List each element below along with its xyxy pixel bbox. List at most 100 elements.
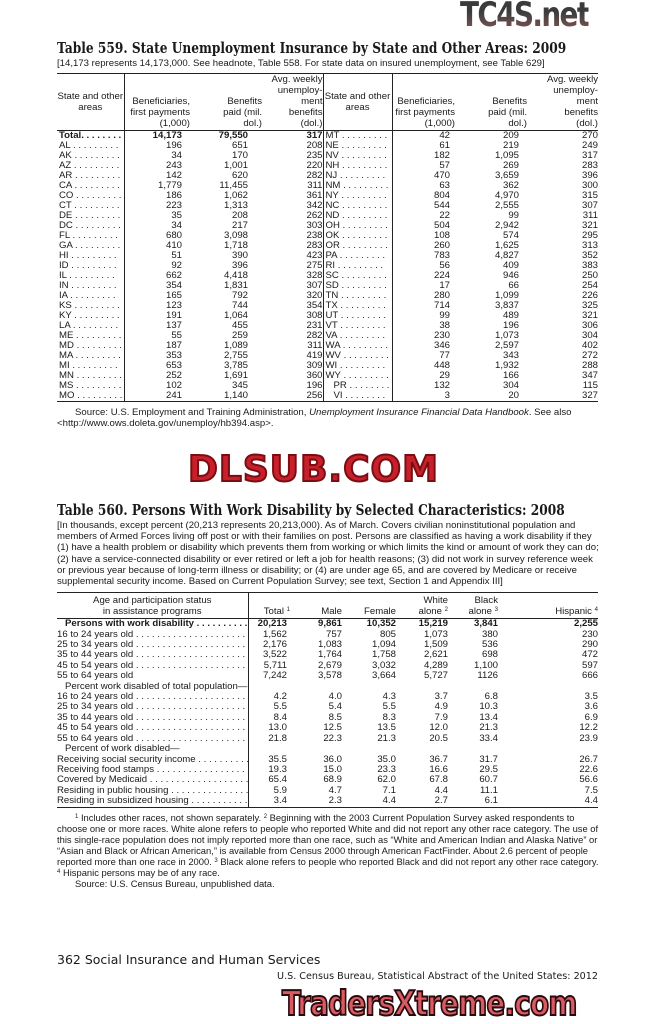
avg-weekly-cell: 352 bbox=[581, 251, 598, 262]
beneficiaries-cell: 662 bbox=[165, 271, 182, 282]
benefits-paid-cell: 620 bbox=[231, 171, 248, 182]
hispanic-cell bbox=[498, 744, 598, 754]
table-row: 55 to 64 years old . . . . . . . . . . .… bbox=[57, 733, 598, 745]
total-cell: 3.4 bbox=[273, 796, 287, 807]
beneficiaries-cell: 35 bbox=[171, 211, 182, 222]
benefits-paid-cell: 1,831 bbox=[223, 281, 248, 292]
state-cell: IN . . . . . . . . . bbox=[57, 281, 125, 292]
beneficiaries-cell: 92 bbox=[171, 261, 182, 272]
total-cell: 7,242 bbox=[262, 671, 287, 682]
header-label-line1: Age and participation status bbox=[93, 595, 212, 607]
female-cell: 805 bbox=[379, 629, 396, 640]
white-alone-cell: 15,219 bbox=[418, 618, 448, 630]
state-cell: SD . . . . . . . . . bbox=[323, 281, 393, 292]
benefits-paid-cell: 3,785 bbox=[223, 361, 248, 372]
row-label: 55 to 64 years old bbox=[57, 671, 249, 682]
black-alone-cell: 1126 bbox=[477, 671, 498, 682]
row-label: Receiving food stamps . . . . . . . . . … bbox=[57, 764, 249, 776]
female-cell: 21.3 bbox=[377, 733, 396, 744]
female-cell: 1,758 bbox=[371, 650, 396, 661]
table-row: AL . . . . . . . . . 196 651 208 NE . . . .… bbox=[57, 141, 598, 152]
avg-weekly-cell: 325 bbox=[581, 301, 598, 312]
beneficiaries-cell: 243 bbox=[165, 161, 182, 172]
state-cell: AZ . . . . . . . . . bbox=[57, 161, 125, 172]
benefits-paid-cell: 20 bbox=[508, 391, 519, 402]
benefits-paid-cell: 409 bbox=[502, 261, 519, 272]
hispanic-cell: 2,255 bbox=[573, 618, 598, 630]
state-cell: OK . . . . . . . . . bbox=[323, 231, 393, 242]
table-row: Residing in subsidized housing . . . . .… bbox=[57, 796, 598, 808]
row-label: 25 to 34 years old . . . . . . . . . . .… bbox=[57, 702, 249, 713]
table-560-body: Persons with work disability . . . . . .… bbox=[57, 618, 598, 808]
white-alone-cell: 4.9 bbox=[434, 702, 448, 713]
benefits-paid-cell: 4,418 bbox=[223, 271, 248, 282]
state-cell: OH . . . . . . . . . bbox=[323, 221, 393, 232]
table-row: IL . . . . . . . . . 662 4,418 328 SC . . .… bbox=[57, 271, 598, 282]
avg-weekly-cell: 321 bbox=[581, 221, 598, 232]
hispanic-cell: 290 bbox=[581, 640, 598, 651]
state-cell: NE . . . . . . . . . bbox=[323, 141, 393, 152]
table-row: ME . . . . . . . . . 55 259 282 VA . . . . … bbox=[57, 331, 598, 342]
benefits-paid-cell: 269 bbox=[502, 161, 519, 172]
benefits-paid-cell: 2,555 bbox=[494, 201, 519, 212]
male-cell: 68.9 bbox=[323, 775, 342, 786]
beneficiaries-cell: 77 bbox=[439, 351, 450, 362]
female-cell: 62.0 bbox=[377, 775, 396, 786]
header-total-text: Total bbox=[263, 605, 284, 617]
table-row: DE . . . . . . . . . 35 208 262 ND . . . . … bbox=[57, 211, 598, 222]
avg-weekly-cell: 328 bbox=[262, 271, 324, 282]
benefits-paid-cell: 651 bbox=[231, 141, 248, 152]
page-footer-section: 362 Social Insurance and Human Services bbox=[57, 952, 321, 967]
footnote-ref: 2 bbox=[444, 606, 448, 613]
beneficiaries-cell: 544 bbox=[433, 201, 450, 212]
benefits-paid-cell: 217 bbox=[231, 221, 248, 232]
benefits-paid-cell: 79,550 bbox=[218, 130, 248, 142]
state-cell: AL . . . . . . . . . bbox=[57, 141, 125, 152]
benefits-paid-cell: 1,625 bbox=[494, 241, 519, 252]
table-row: Residing in public housing . . . . . . .… bbox=[57, 785, 598, 797]
state-cell: IA . . . . . . . . . bbox=[57, 291, 125, 302]
avg-weekly-cell: 423 bbox=[262, 251, 324, 262]
benefits-paid-cell: 3,098 bbox=[223, 231, 248, 242]
source-prefix: Source: U.S. Employment and Training Adm… bbox=[75, 407, 310, 419]
male-cell: 15.0 bbox=[323, 764, 342, 775]
benefits-paid-cell: 66 bbox=[508, 281, 519, 292]
state-cell: VA . . . . . . . . . bbox=[323, 331, 393, 342]
state-cell: WI . . . . . . . . . bbox=[323, 361, 393, 372]
header-state: State and other areas bbox=[57, 73, 125, 132]
state-cell: VT . . . . . . . . . bbox=[323, 321, 393, 332]
beneficiaries-cell: 51 bbox=[171, 251, 182, 262]
benefits-paid-cell: 4,827 bbox=[494, 251, 519, 262]
table-559-title: Table 559. State Unemployment Insurance … bbox=[57, 40, 567, 57]
row-label: Percent of work disabled— bbox=[57, 744, 249, 755]
table-row: 55 to 64 years old 7,242 3,578 3,664 5,727 11… bbox=[57, 671, 598, 682]
hispanic-cell: 666 bbox=[581, 671, 598, 682]
benefits-paid-cell: 304 bbox=[502, 381, 519, 392]
state-cell: Total. . . . . . . . bbox=[57, 130, 125, 142]
hispanic-cell: 3.6 bbox=[584, 702, 598, 713]
female-cell bbox=[342, 682, 396, 692]
state-cell: NJ . . . . . . . . . bbox=[323, 171, 393, 182]
table-row: GA . . . . . . . . . 410 1,718 283 OR . . .… bbox=[57, 241, 598, 252]
black-alone-cell: 33.4 bbox=[479, 733, 498, 744]
female-cell: 4.4 bbox=[382, 796, 396, 807]
footnote-text: Black alone refers to people who reporte… bbox=[217, 855, 599, 867]
table-row: AR . . . . . . . . . 142 620 282 NJ . . . .… bbox=[57, 171, 598, 182]
avg-weekly-cell: 342 bbox=[262, 201, 324, 212]
header-hispanic: Hispanic 4 bbox=[498, 592, 598, 620]
subheading-row: Percent of work disabled— bbox=[57, 744, 598, 755]
black-alone-cell: 60.7 bbox=[479, 775, 498, 786]
benefits-paid-cell: 11,455 bbox=[219, 181, 248, 192]
total-cell: 5.5 bbox=[273, 702, 287, 713]
table-560-source: Source: U.S. Census Bureau, unpublished … bbox=[75, 877, 275, 889]
male-cell: 4.0 bbox=[328, 692, 342, 703]
state-cell: IL . . . . . . . . . bbox=[57, 271, 125, 282]
table-row: IA . . . . . . . . . 165 792 320 TN . . . .… bbox=[57, 291, 598, 302]
benefits-paid-cell: 1,001 bbox=[223, 161, 248, 172]
header-white-line1: White bbox=[423, 595, 448, 607]
male-cell bbox=[290, 682, 342, 692]
total-cell: 3,522 bbox=[262, 650, 287, 661]
beneficiaries-cell: 346 bbox=[433, 341, 450, 352]
white-alone-cell: 2,621 bbox=[423, 650, 448, 661]
watermark-bottom-logo: TradersXtreme.com bbox=[281, 984, 578, 1024]
